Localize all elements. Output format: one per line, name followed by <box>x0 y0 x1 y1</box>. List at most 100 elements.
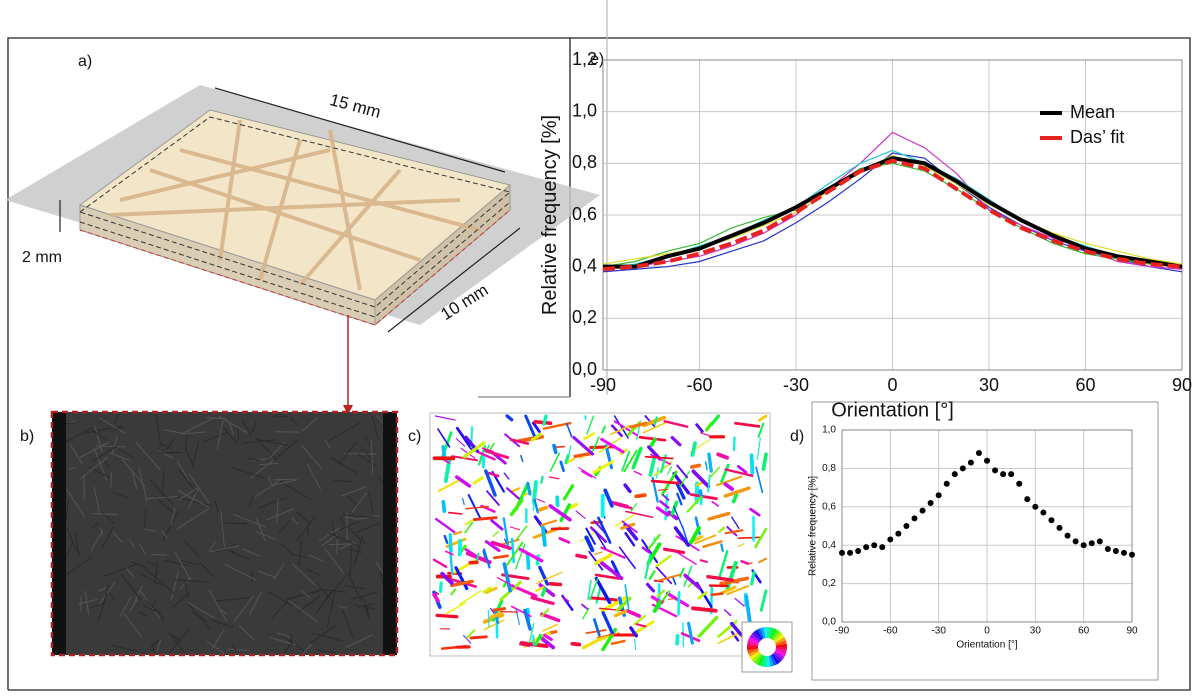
ct-slice <box>52 412 397 655</box>
x-tick-label: 30 <box>979 375 999 395</box>
ct-edge <box>52 412 66 655</box>
y-tick-label: 1,2 <box>572 49 597 69</box>
data-point <box>1089 540 1095 546</box>
data-point <box>847 550 853 556</box>
legend-label: Das’ fit <box>1070 127 1124 147</box>
fiber <box>709 454 711 471</box>
dimension-label: 2 mm <box>22 249 62 266</box>
data-point <box>992 467 998 473</box>
fiber <box>443 502 444 511</box>
fiber <box>712 594 722 595</box>
fiber <box>721 544 722 550</box>
fiber <box>577 556 586 558</box>
x-tick-label: 60 <box>1075 375 1095 395</box>
fiber <box>145 510 146 528</box>
y-tick-label: 0,8 <box>822 463 836 474</box>
data-point <box>855 548 861 554</box>
fiber <box>528 555 529 568</box>
fiber <box>441 583 442 591</box>
data-point <box>1121 550 1127 556</box>
data-point <box>1057 525 1063 531</box>
panel-frame <box>812 402 1158 680</box>
dimension-label: 15 mm <box>328 90 383 122</box>
x-tick-label: 30 <box>1030 626 1042 637</box>
data-point <box>1129 552 1135 558</box>
fiber <box>437 615 457 616</box>
data-point <box>920 508 926 514</box>
data-point <box>952 471 958 477</box>
fiber <box>528 483 530 494</box>
data-point <box>968 460 974 466</box>
data-point <box>887 536 893 542</box>
x-axis-label: Orientation [°] <box>831 400 954 422</box>
fiber <box>677 636 678 644</box>
data-point <box>863 544 869 550</box>
fiber <box>544 416 546 424</box>
fiber <box>572 644 579 645</box>
data-point <box>1032 504 1038 510</box>
x-tick-label: -30 <box>931 626 946 637</box>
data-point <box>1040 510 1046 516</box>
y-tick-label: 0,2 <box>572 307 597 327</box>
data-point <box>960 465 966 471</box>
y-axis-label: Relative frequency [%] <box>539 115 561 315</box>
y-tick-label: 1,0 <box>572 100 597 120</box>
color-wheel <box>742 622 792 672</box>
legend-label: Mean <box>1070 102 1115 122</box>
fiber <box>734 437 735 450</box>
x-tick-label: 60 <box>1078 626 1090 637</box>
data-point <box>1065 533 1071 539</box>
y-tick-label: 0,6 <box>572 204 597 224</box>
sample-schematic <box>5 85 600 415</box>
y-tick-label: 0,8 <box>572 152 597 172</box>
data-point <box>903 523 909 529</box>
data-point <box>912 515 918 521</box>
fiber <box>471 637 486 638</box>
x-tick-label: -60 <box>686 375 712 395</box>
y-tick-label: 0,2 <box>822 578 836 589</box>
data-point <box>1097 538 1103 544</box>
data-point <box>1024 496 1030 502</box>
fiber <box>337 540 338 554</box>
data-point <box>871 542 877 548</box>
fiber <box>541 477 542 483</box>
fiber <box>591 598 616 600</box>
fiber <box>739 537 762 538</box>
panel-label: b) <box>20 428 34 445</box>
fiber <box>763 454 766 469</box>
data-point <box>976 450 982 456</box>
fiber <box>540 507 546 509</box>
data-point <box>928 500 934 506</box>
y-tick-label: 0,6 <box>822 501 836 512</box>
y-tick-label: 0,4 <box>822 540 836 551</box>
x-tick-label: -90 <box>590 375 616 395</box>
data-point <box>1048 517 1054 523</box>
data-point <box>1113 548 1119 554</box>
ct-edge <box>383 412 397 655</box>
data-point <box>1081 542 1087 548</box>
fiber <box>693 608 715 610</box>
x-tick-label: -90 <box>835 626 850 637</box>
data-point <box>879 544 885 550</box>
fiber <box>488 610 489 626</box>
fiber <box>450 534 451 551</box>
fiber <box>474 518 496 520</box>
fiber <box>692 443 695 455</box>
y-tick-label: 0,4 <box>572 255 597 275</box>
fiber <box>554 446 556 453</box>
y-tick-label: 1,0 <box>822 425 836 436</box>
x-tick-label: 90 <box>1172 375 1192 395</box>
panel-label: d) <box>790 428 804 445</box>
data-point <box>1000 471 1006 477</box>
fiber <box>551 584 561 585</box>
data-point <box>1105 546 1111 552</box>
fiber <box>734 495 737 502</box>
data-point <box>944 481 950 487</box>
x-tick-label: 0 <box>887 375 897 395</box>
fiber <box>636 495 645 496</box>
fiber <box>494 609 505 610</box>
x-tick-label: -30 <box>783 375 809 395</box>
x-tick-label: 0 <box>984 626 990 637</box>
